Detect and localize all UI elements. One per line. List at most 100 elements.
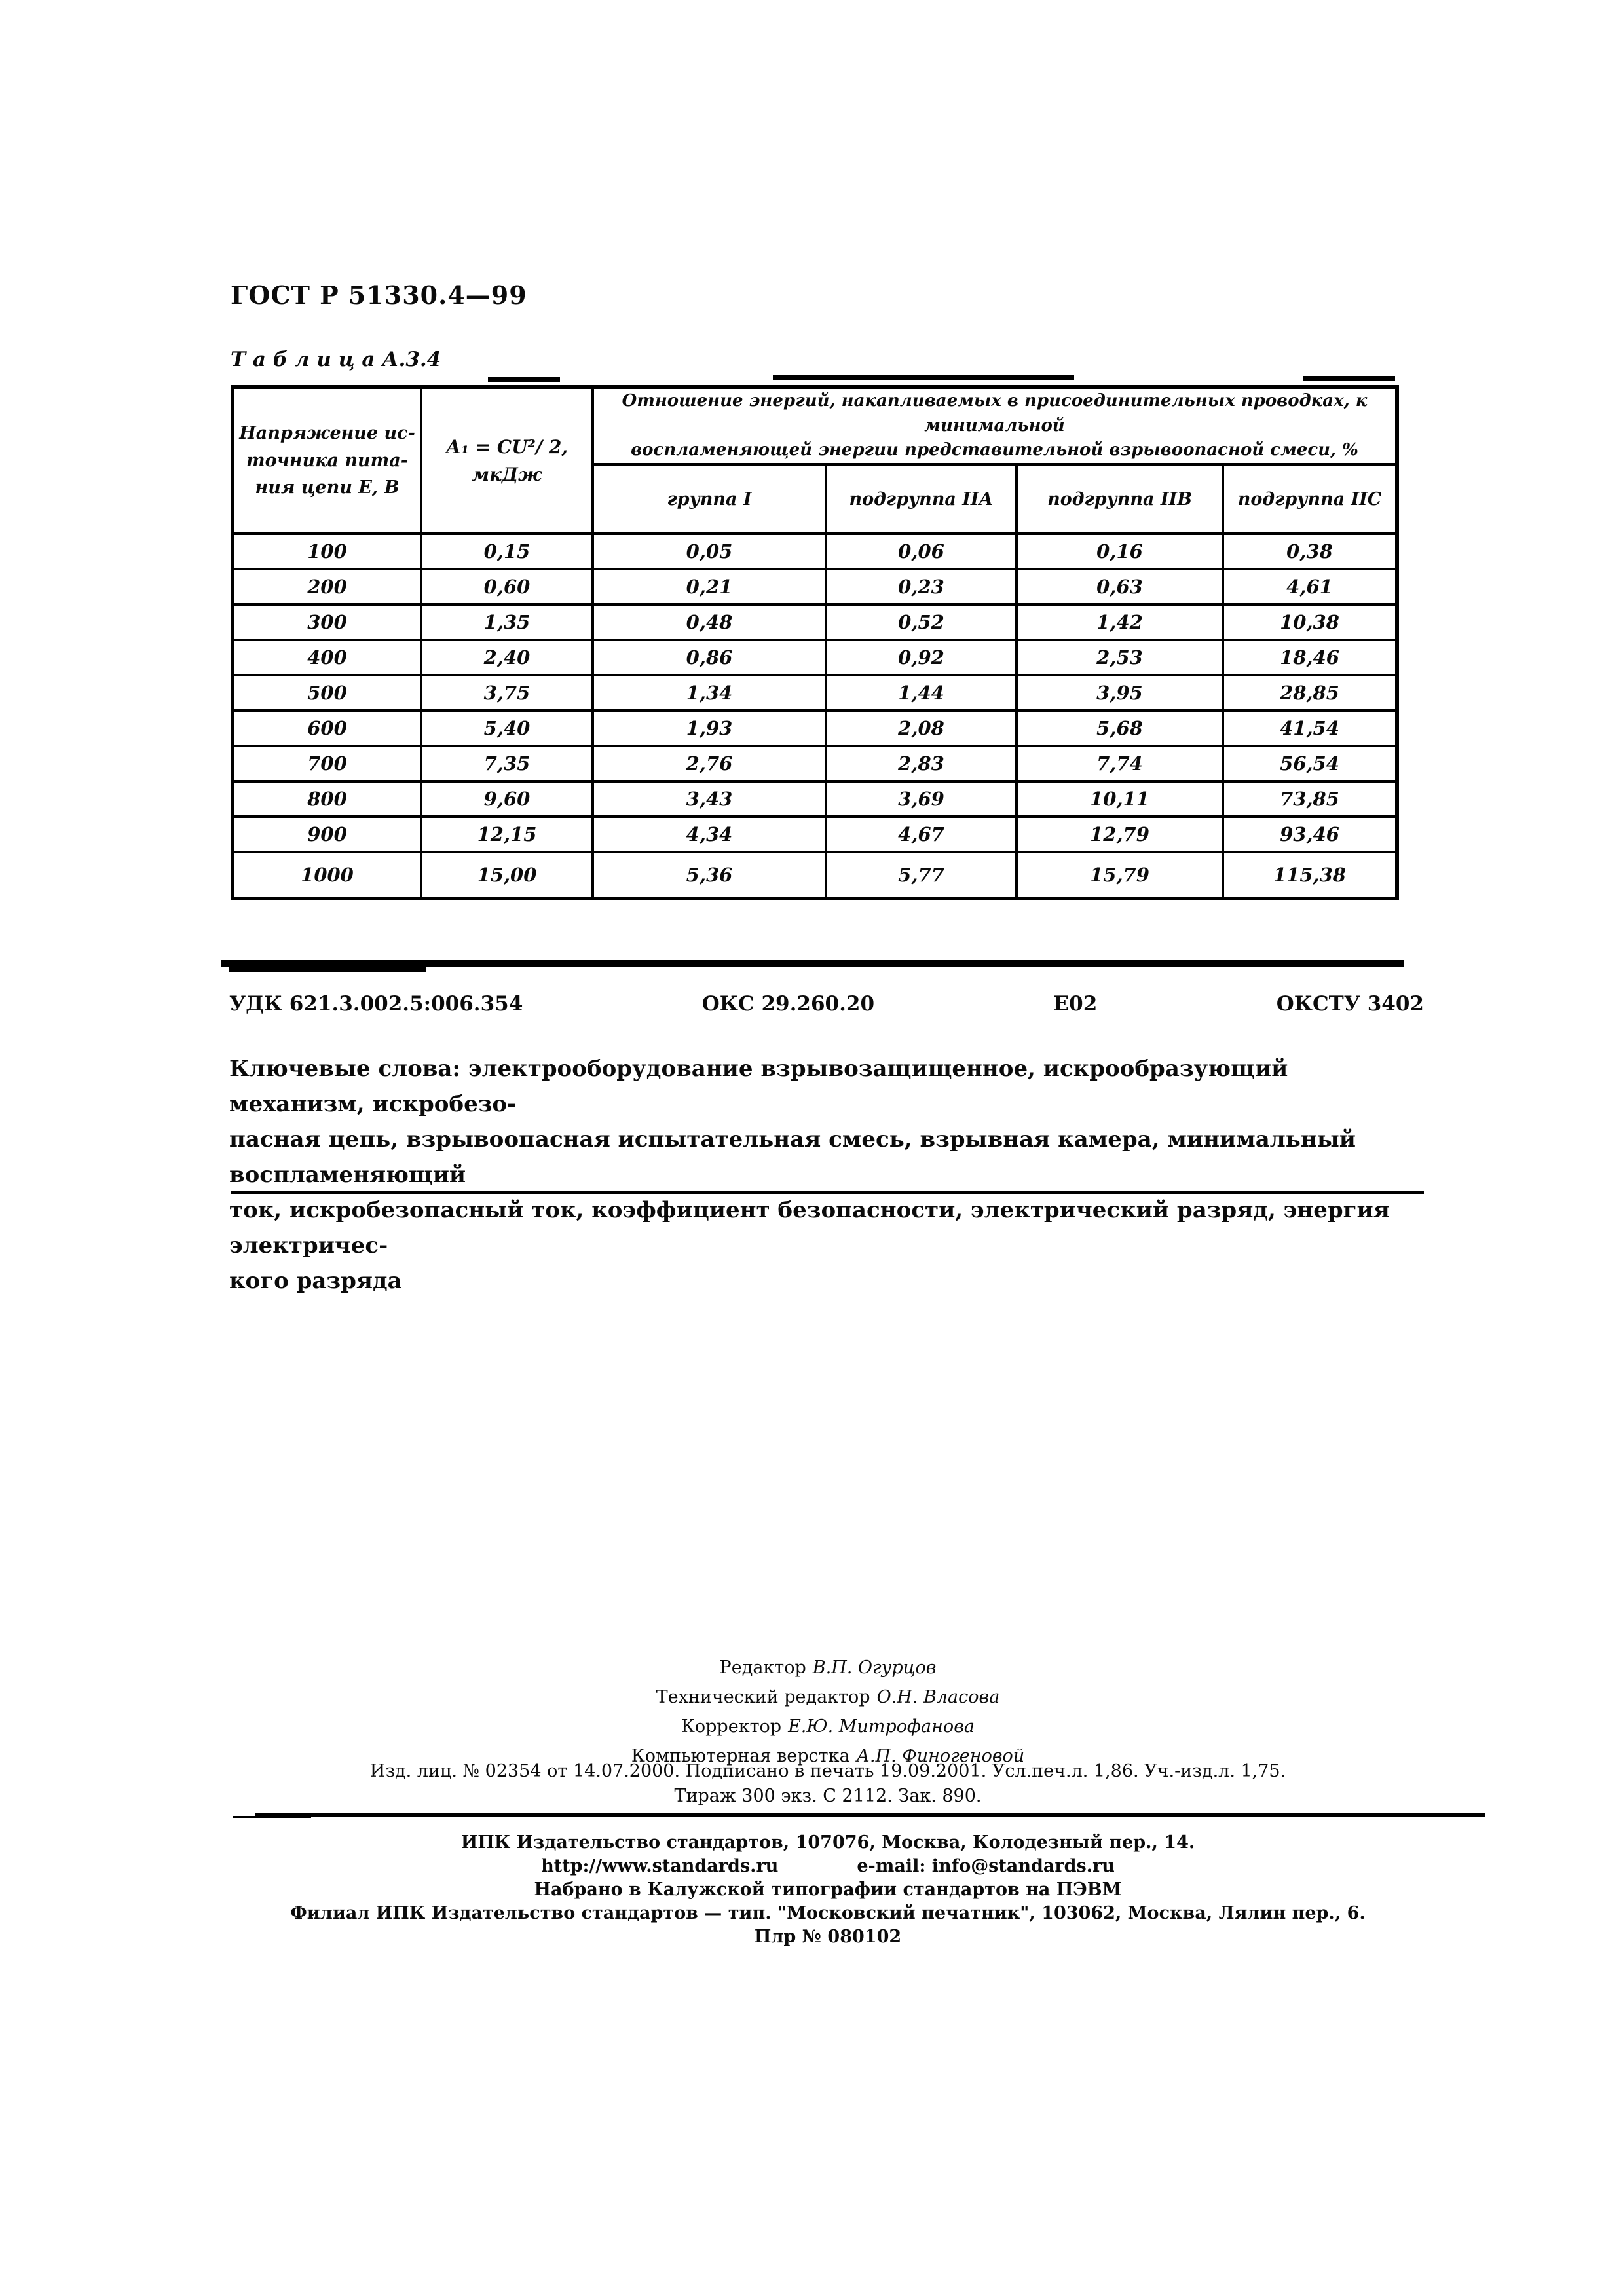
table-header-row-1: Напряжение ис- точника пита- ния цепи Е,… — [231, 385, 1398, 536]
table-body: 100 0,15 0,05 0,06 0,16 0,38 200 0,60 0,21 0,23 0,… — [231, 532, 1398, 900]
table-cell: 15,79 — [1015, 851, 1224, 900]
table-cell: 2,76 — [591, 745, 827, 783]
table-row: 100 0,15 0,05 0,06 0,16 0,38 — [231, 532, 1398, 571]
table-cell: 93,46 — [1222, 815, 1398, 854]
horizontal-rule — [231, 1191, 1424, 1194]
table-cell: 200 — [231, 568, 422, 606]
table-cell: 2,53 — [1015, 639, 1224, 677]
table-cell: 3,43 — [591, 780, 827, 819]
table-cell: 4,61 — [1222, 568, 1398, 606]
publisher-license-line: Плр № 080102 — [754, 1927, 902, 1947]
scan-artifact-line — [488, 377, 560, 382]
table-cell: 1,93 — [591, 709, 827, 748]
imprint-line-1: Изд. лиц. № 02354 от 14.07.2000. Подписа… — [369, 1761, 1286, 1781]
table-cell: 500 — [231, 674, 422, 713]
scan-artifact-bar — [233, 1816, 311, 1818]
scan-artifact-bar — [229, 967, 426, 972]
table-cell: 1,34 — [591, 674, 827, 713]
voltage-column-header: Напряжение ис- точника пита- ния цепи Е,… — [231, 385, 422, 536]
publisher-website: http://www.standards.ru — [541, 1856, 779, 1876]
table-cell: 300 — [231, 603, 422, 642]
table-cell: 0,16 — [1015, 532, 1224, 571]
standard-number-header: ГОСТ Р 51330.4—99 — [231, 280, 527, 310]
credits-block: Редактор В.П. Огурцов Технический редакто… — [212, 1653, 1444, 1771]
table-cell: 0,06 — [825, 532, 1018, 571]
table-cell: 12,79 — [1015, 815, 1224, 854]
table-cell: 0,63 — [1015, 568, 1224, 606]
table-cell: 56,54 — [1222, 745, 1398, 783]
table-cell: 0,92 — [825, 639, 1018, 677]
energy-ratio-span-header: Отношение энергий, накапливаемых в присо… — [591, 385, 1398, 466]
table-cell: 2,08 — [825, 709, 1018, 748]
table-cell: 900 — [231, 815, 422, 854]
scan-artifact-bar — [221, 960, 1404, 967]
energy-formula-column-header: А₁ = CU²/ 2, мкДж — [420, 385, 594, 536]
table-cell: 3,69 — [825, 780, 1018, 819]
table-cell: 4,67 — [825, 815, 1018, 854]
keywords-paragraph: Ключевые слова: электрооборудование взры… — [229, 1056, 1390, 1294]
table-cell: 0,48 — [591, 603, 827, 642]
table-row: 700 7,35 2,76 2,83 7,74 56,54 — [231, 745, 1398, 783]
table-cell: 800 — [231, 780, 422, 819]
energy-ratio-table: Напряжение ис- точника пита- ния цепи Е,… — [231, 385, 1399, 901]
table-cell: 9,60 — [420, 780, 594, 819]
table-cell: 10,38 — [1222, 603, 1398, 642]
table-cell: 7,74 — [1015, 745, 1224, 783]
table-cell: 0,23 — [825, 568, 1018, 606]
table-cell: 15,00 — [420, 851, 594, 900]
table-cell: 3,75 — [420, 674, 594, 713]
udk-code: УДК 621.3.002.5:006.354 — [229, 992, 523, 1016]
table-row: 900 12,15 4,34 4,67 12,79 93,46 — [231, 815, 1398, 854]
table-cell: 115,38 — [1222, 851, 1398, 900]
subheader-subgroup-iib: подгруппа IIВ — [1015, 463, 1224, 536]
table-row: 800 9,60 3,43 3,69 10,11 73,85 — [231, 780, 1398, 819]
e-code: Е02 — [1053, 992, 1098, 1016]
credit-label: Корректор — [681, 1716, 782, 1737]
table-cell: 1000 — [231, 851, 422, 900]
okstu-code: ОКСТУ 3402 — [1276, 992, 1424, 1016]
oks-code: ОКС 29.260.20 — [701, 992, 875, 1016]
credit-label: Редактор — [719, 1657, 806, 1678]
imprint-line-2: Тираж 300 экз. С 2112. Зак. 890. — [674, 1786, 982, 1806]
publisher-typesetting-line: Набрано в Калужской типографии стандарто… — [534, 1879, 1122, 1900]
table-cell: 1,35 — [420, 603, 594, 642]
table-caption: Т а б л и ц а А.3.4 — [231, 348, 441, 371]
table-header-row-2: группа I подгруппа IIА подгруппа IIВ под… — [233, 463, 1398, 536]
horizontal-rule — [255, 1813, 1485, 1817]
table-row: 300 1,35 0,48 0,52 1,42 10,38 — [231, 603, 1398, 642]
table-row: 1000 15,00 5,36 5,77 15,79 115,38 — [231, 851, 1398, 900]
credit-line-technical-editor: Технический редактор О.Н. Власова — [212, 1682, 1444, 1712]
table-cell: 0,21 — [591, 568, 827, 606]
publisher-block: ИПК Издательство стандартов, 107076, Мос… — [212, 1831, 1444, 1949]
table-cell: 7,35 — [420, 745, 594, 783]
publisher-address-line: ИПК Издательство стандартов, 107076, Мос… — [460, 1832, 1195, 1853]
subheader-subgroup-iic: подгруппа IIС — [1222, 463, 1398, 536]
publisher-branch-line: Филиал ИПК Издательство стандартов — тип… — [290, 1903, 1366, 1923]
table-cell: 5,77 — [825, 851, 1018, 900]
subheader-group-i: группа I — [591, 463, 827, 536]
table-cell: 4,34 — [591, 815, 827, 854]
table-cell: 10,11 — [1015, 780, 1224, 819]
table-cell: 0,60 — [420, 568, 594, 606]
table-cell: 100 — [231, 532, 422, 571]
scan-artifact-line — [1303, 376, 1395, 381]
table-row: 200 0,60 0,21 0,23 0,63 4,61 — [231, 568, 1398, 606]
credit-label: Компьютерная верстка — [631, 1746, 850, 1766]
imprint-block: Изд. лиц. № 02354 от 14.07.2000. Подписа… — [212, 1759, 1444, 1809]
credit-name: Е.Ю. Митрофанова — [788, 1716, 975, 1737]
table-cell: 400 — [231, 639, 422, 677]
table-cell: 0,38 — [1222, 532, 1398, 571]
table-cell: 1,42 — [1015, 603, 1224, 642]
subheader-subgroup-iia: подгруппа IIА — [825, 463, 1018, 536]
table-cell: 0,52 — [825, 603, 1018, 642]
table-row: 500 3,75 1,34 1,44 3,95 28,85 — [231, 674, 1398, 713]
credit-name: А.П. Финогеновой — [856, 1746, 1025, 1766]
table-cell: 0,86 — [591, 639, 827, 677]
table-cell: 700 — [231, 745, 422, 783]
table-row: 400 2,40 0,86 0,92 2,53 18,46 — [231, 639, 1398, 677]
publisher-email: e-mail: info@standards.ru — [857, 1856, 1115, 1876]
table-cell: 12,15 — [420, 815, 594, 854]
table-cell: 18,46 — [1222, 639, 1398, 677]
table-cell: 28,85 — [1222, 674, 1398, 713]
scan-artifact-line — [773, 375, 1074, 380]
